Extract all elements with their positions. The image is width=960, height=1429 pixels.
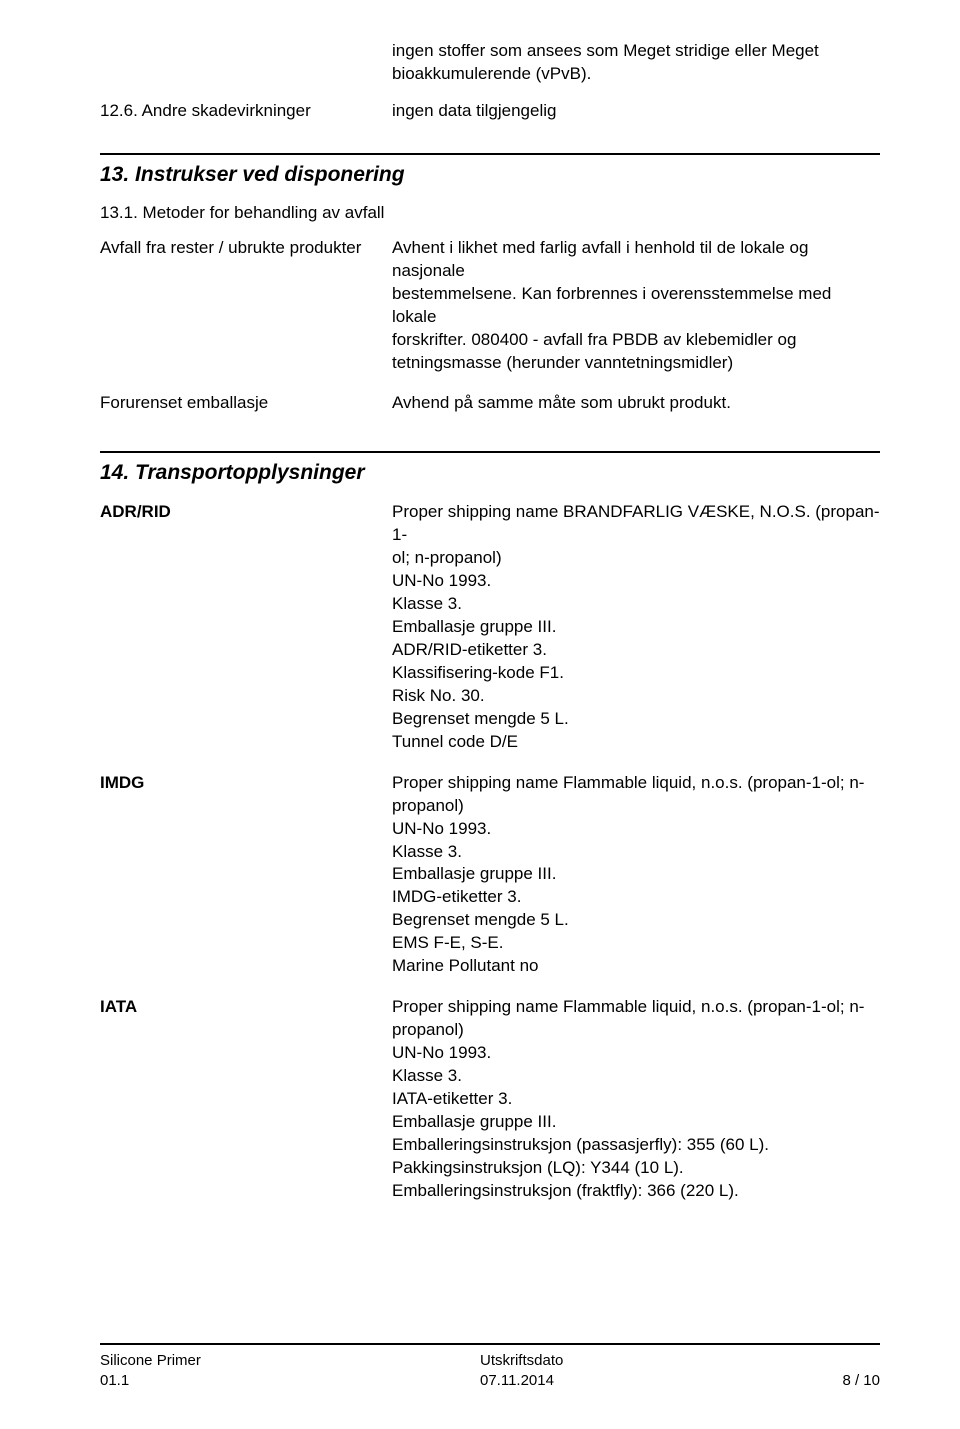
section-14-rule [100, 451, 880, 453]
footer-print-label: Utskriftsdato [480, 1351, 563, 1371]
imdg-label: IMDG [100, 772, 392, 795]
adr-rid-line: ADR/RID-etiketter 3. [392, 639, 880, 662]
footer-rule [100, 1343, 880, 1345]
imdg-line: propanol) [392, 795, 880, 818]
section-14-title: 14. Transportopplysninger [100, 461, 880, 485]
imdg-line: EMS F-E, S-E. [392, 932, 880, 955]
imdg-line: UN-No 1993. [392, 818, 880, 841]
contam-row: Forurenset emballasje Avhend på samme må… [100, 392, 880, 415]
adr-rid-line: UN-No 1993. [392, 570, 880, 593]
imdg-line: Begrenset mengde 5 L. [392, 909, 880, 932]
iata-line: Klasse 3. [392, 1065, 880, 1088]
page-footer: Silicone Primer 01.1 Utskriftsdato 07.11… [100, 1343, 880, 1392]
contam-value: Avhend på samme måte som ubrukt produkt. [392, 392, 880, 415]
iata-line: Pakkingsinstruksjon (LQ): Y344 (10 L). [392, 1157, 880, 1180]
waste-value: Avhent i likhet med farlig avfall i henh… [392, 237, 880, 375]
page-container: ingen stoffer som ansees som Meget strid… [0, 0, 960, 1429]
iata-line: Proper shipping name Flammable liquid, n… [392, 996, 880, 1019]
footer-version: 01.1 [100, 1371, 201, 1391]
footer-page-number: 8 / 10 [842, 1371, 880, 1391]
adr-rid-line: Risk No. 30. [392, 685, 880, 708]
imdg-line: IMDG-etiketter 3. [392, 886, 880, 909]
adr-rid-label: ADR/RID [100, 501, 392, 524]
top-note-line: bioakkumulerende (vPvB). [392, 63, 880, 86]
waste-label: Avfall fra rester / ubrukte produkter [100, 237, 392, 260]
r12-6-value: ingen data tilgjengelig [392, 100, 880, 123]
waste-label-line: Avfall fra rester / ubrukte [100, 238, 285, 257]
section-13-title: 13. Instrukser ved disponering [100, 163, 880, 187]
r12-6-label: 12.6. Andre skadevirkninger [100, 100, 392, 123]
adr-rid-line: Begrenset mengde 5 L. [392, 708, 880, 731]
waste-row: Avfall fra rester / ubrukte produkter Av… [100, 237, 880, 375]
iata-label: IATA [100, 996, 392, 1019]
footer-mid: Utskriftsdato 07.11.2014 [480, 1351, 563, 1392]
adr-rid-line: Tunnel code D/E [392, 731, 880, 754]
footer-print-date: 07.11.2014 [480, 1371, 563, 1391]
imdg-line: Emballasje gruppe III. [392, 863, 880, 886]
adr-rid-line: Klasse 3. [392, 593, 880, 616]
footer-left: Silicone Primer 01.1 [100, 1351, 201, 1392]
r12-6-row: 12.6. Andre skadevirkninger ingen data t… [100, 100, 880, 123]
top-note-row: ingen stoffer som ansees som Meget strid… [100, 40, 880, 86]
imdg-line: Marine Pollutant no [392, 955, 880, 978]
adr-rid-line: ol; n-propanol) [392, 547, 880, 570]
section-13-rule [100, 153, 880, 155]
iata-line: propanol) [392, 1019, 880, 1042]
adr-rid-value: Proper shipping name BRANDFARLIG VÆSKE, … [392, 501, 880, 753]
footer-grid: Silicone Primer 01.1 Utskriftsdato 07.11… [100, 1351, 880, 1392]
waste-value-line: tetningsmasse (herunder vanntetningsmidl… [392, 352, 880, 375]
adr-rid-line: Proper shipping name BRANDFARLIG VÆSKE, … [392, 501, 880, 547]
imdg-line: Klasse 3. [392, 841, 880, 864]
waste-value-line: bestemmelsene. Kan forbrennes i overenss… [392, 283, 880, 329]
iata-line: Emballeringsinstruksjon (fraktfly): 366 … [392, 1180, 880, 1203]
top-note-line: ingen stoffer som ansees som Meget strid… [392, 40, 880, 63]
iata-line: UN-No 1993. [392, 1042, 880, 1065]
footer-right: 8 / 10 [842, 1351, 880, 1392]
iata-value: Proper shipping name Flammable liquid, n… [392, 996, 880, 1202]
contam-label: Forurenset emballasje [100, 392, 392, 415]
imdg-row: IMDG Proper shipping name Flammable liqu… [100, 772, 880, 978]
adr-rid-line: Emballasje gruppe III. [392, 616, 880, 639]
iata-line: Emballeringsinstruksjon (passasjerfly): … [392, 1134, 880, 1157]
adr-rid-row: ADR/RID Proper shipping name BRANDFARLIG… [100, 501, 880, 753]
top-note-value: ingen stoffer som ansees som Meget strid… [392, 40, 880, 86]
footer-product: Silicone Primer [100, 1351, 201, 1371]
waste-label-line: produkter [290, 238, 362, 257]
adr-rid-line: Klassifisering-kode F1. [392, 662, 880, 685]
imdg-value: Proper shipping name Flammable liquid, n… [392, 772, 880, 978]
iata-line: IATA-etiketter 3. [392, 1088, 880, 1111]
iata-line: Emballasje gruppe III. [392, 1111, 880, 1134]
iata-row: IATA Proper shipping name Flammable liqu… [100, 996, 880, 1202]
waste-value-line: forskrifter. 080400 - avfall fra PBDB av… [392, 329, 880, 352]
section-13-1-title: 13.1. Metoder for behandling av avfall [100, 203, 880, 223]
waste-value-line: Avhent i likhet med farlig avfall i henh… [392, 237, 880, 283]
imdg-line: Proper shipping name Flammable liquid, n… [392, 772, 880, 795]
